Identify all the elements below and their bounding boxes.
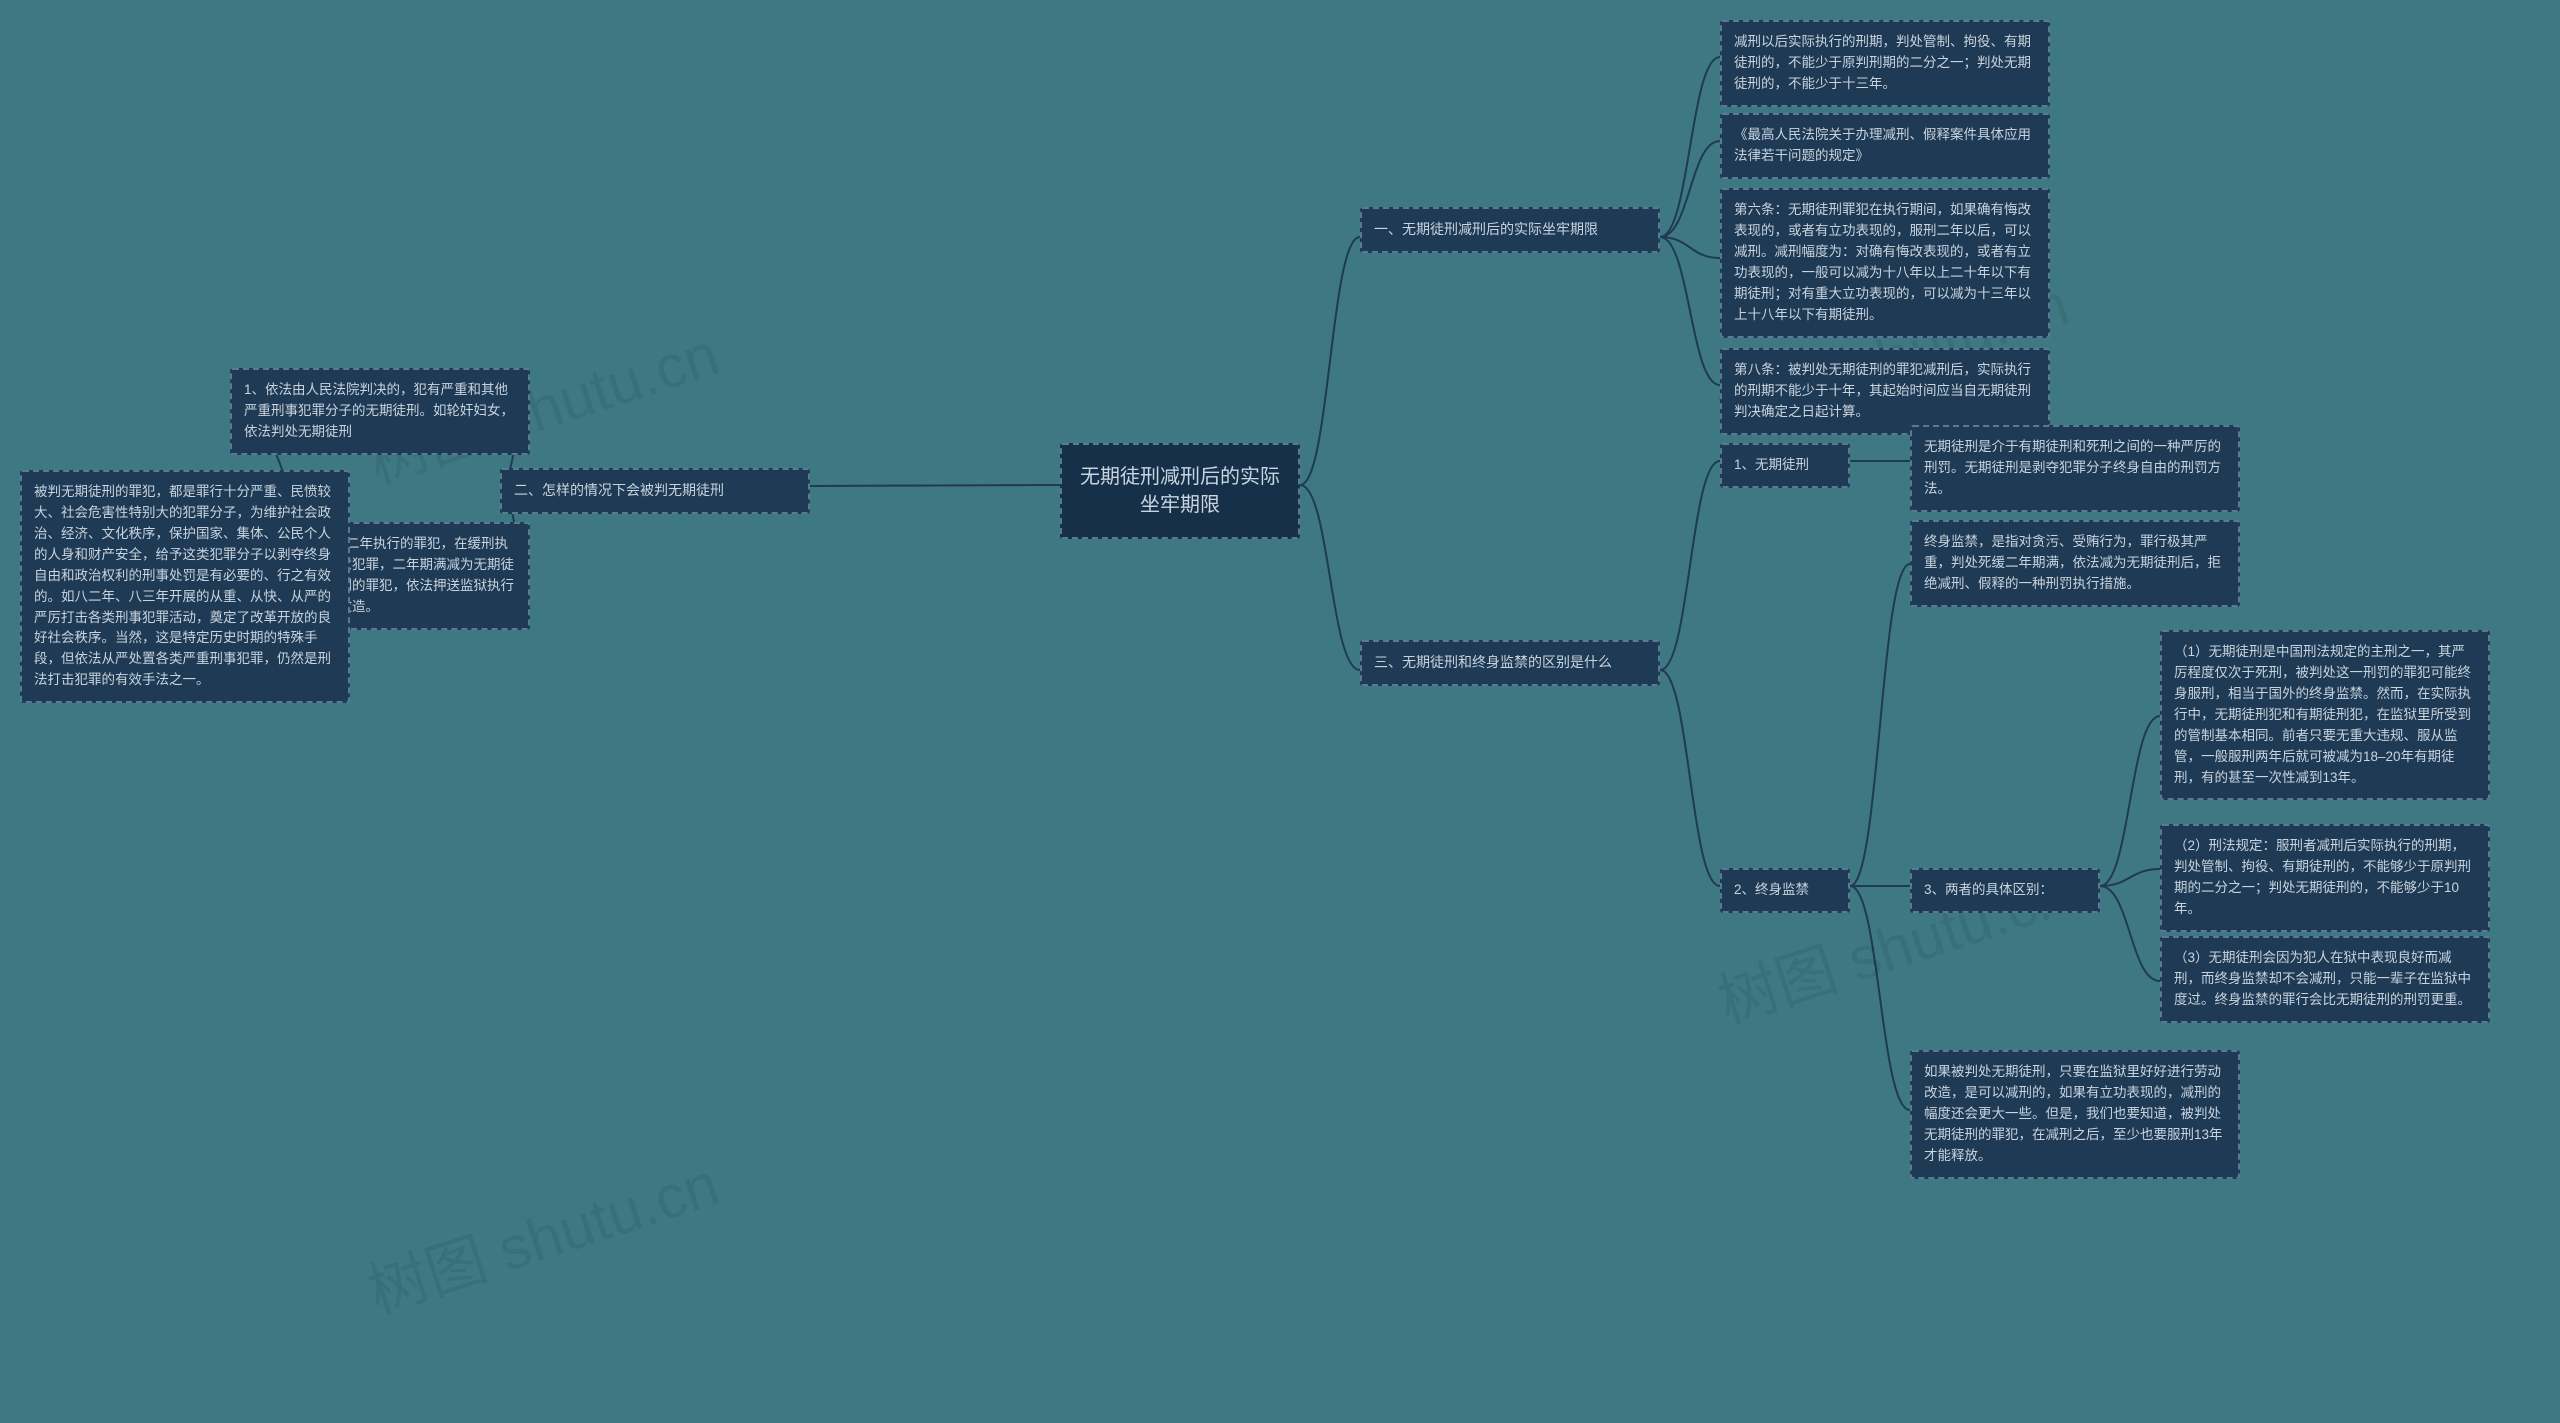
node-b3_4: 如果被判处无期徒刑，只要在监狱里好好进行劳动改造，是可以减刑的，如果有立功表现的… bbox=[1910, 1050, 2240, 1179]
node-b3_1d: 无期徒刑是介于有期徒刑和死刑之间的一种严厉的刑罚。无期徒刑是剥夺犯罪分子终身自由… bbox=[1910, 425, 2240, 512]
watermark: 树图 shutu.cn bbox=[355, 1136, 728, 1331]
edge bbox=[1660, 141, 1720, 237]
edge bbox=[1300, 485, 1360, 670]
node-b2_d: 被判无期徒刑的罪犯，都是罪行十分严重、民愤较大、社会危害性特别大的犯罪分子，为维… bbox=[20, 470, 350, 703]
node-b1_2: 《最高人民法院关于办理减刑、假释案件具体应用法律若干问题的规定》 bbox=[1720, 113, 2050, 179]
node-b1_4: 第八条：被判处无期徒刑的罪犯减刑后，实际执行的刑期不能少于十年，其起始时间应当自… bbox=[1720, 348, 2050, 435]
node-b3_3: 3、两者的具体区别： bbox=[1910, 868, 2100, 913]
node-root: 无期徒刑减刑后的实际坐牢期限 bbox=[1060, 443, 1300, 539]
node-b3_2d: 终身监禁，是指对贪污、受贿行为，罪行极其严重，判处死缓二年期满，依法减为无期徒刑… bbox=[1910, 520, 2240, 607]
node-b3_3a: （1）无期徒刑是中国刑法规定的主刑之一，其严厉程度仅次于死刑，被判处这一刑罚的罪… bbox=[2160, 630, 2490, 800]
node-b3_3b: （2）刑法规定：服刑者减刑后实际执行的刑期，判处管制、拘役、有期徒刑的，不能够少… bbox=[2160, 824, 2490, 932]
edge bbox=[1660, 237, 1720, 258]
node-b1_1: 减刑以后实际执行的刑期，判处管制、拘役、有期徒刑的，不能少于原判刑期的二分之一；… bbox=[1720, 20, 2050, 107]
edge bbox=[1660, 670, 1720, 886]
node-b1_3: 第六条：无期徒刑罪犯在执行期间，如果确有悔改表现的，或者有立功表现的，服刑二年以… bbox=[1720, 188, 2050, 338]
edge bbox=[1660, 461, 1720, 670]
node-b3_2: 2、终身监禁 bbox=[1720, 868, 1850, 913]
edge bbox=[2100, 716, 2160, 886]
node-b3_3c: （3）无期徒刑会因为犯人在狱中表现良好而减刑，而终身监禁却不会减刑，只能一辈子在… bbox=[2160, 936, 2490, 1023]
edge bbox=[1850, 564, 1910, 886]
node-b3: 三、无期徒刑和终身监禁的区别是什么 bbox=[1360, 640, 1660, 686]
edge bbox=[2100, 869, 2160, 886]
edge bbox=[1660, 57, 1720, 237]
edge bbox=[2100, 886, 2160, 981]
node-b2: 二、怎样的情况下会被判无期徒刑 bbox=[500, 468, 810, 514]
edge bbox=[1850, 886, 1910, 1110]
edge bbox=[1660, 237, 1720, 385]
node-b3_1: 1、无期徒刑 bbox=[1720, 443, 1850, 488]
edge bbox=[1300, 237, 1360, 485]
edge bbox=[810, 485, 1060, 486]
node-b2_1: 1、依法由人民法院判决的，犯有严重和其他严重刑事犯罪分子的无期徒刑。如轮奸妇女，… bbox=[230, 368, 530, 455]
node-b1: 一、无期徒刑减刑后的实际坐牢期限 bbox=[1360, 207, 1660, 253]
